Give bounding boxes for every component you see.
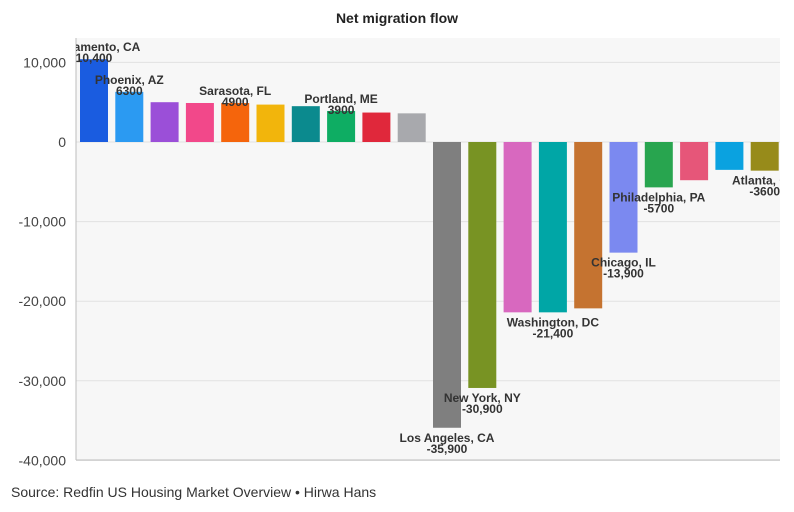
bar xyxy=(185,102,214,142)
value-label: 10,400 xyxy=(76,51,113,65)
y-tick-label: -20,000 xyxy=(19,293,67,309)
category-label: Los Angeles, CA xyxy=(400,431,495,445)
category-label: Phoenix, AZ xyxy=(95,73,164,87)
bar xyxy=(750,142,779,171)
bar xyxy=(715,142,744,170)
value-label: -5700 xyxy=(643,201,674,215)
category-label: Sacramento, CA xyxy=(48,40,141,54)
value-label: -21,400 xyxy=(533,326,574,340)
value-label: -3600 xyxy=(749,185,780,199)
category-label: Philadelphia, PA xyxy=(612,190,705,204)
bar xyxy=(468,142,497,388)
y-tick-label: -40,000 xyxy=(19,452,67,468)
y-tick-label: 10,000 xyxy=(23,54,66,70)
value-label: 4900 xyxy=(222,95,249,109)
bar xyxy=(115,91,144,142)
bar xyxy=(574,142,603,309)
bar xyxy=(609,142,638,253)
value-label: 3900 xyxy=(328,103,355,117)
bar xyxy=(538,142,567,313)
chart-title: Net migration flow xyxy=(335,10,459,26)
bar xyxy=(327,110,356,142)
y-tick-label: -10,000 xyxy=(19,214,67,230)
category-label: Chicago, IL xyxy=(591,256,656,270)
bar xyxy=(644,142,673,188)
bar xyxy=(80,59,108,142)
bar xyxy=(433,142,461,428)
bar xyxy=(680,142,709,181)
value-label: -30,900 xyxy=(462,402,503,416)
bar xyxy=(397,113,426,142)
category-label: New York, NY xyxy=(444,391,521,405)
y-tick-label: -30,000 xyxy=(19,373,67,389)
bar xyxy=(291,106,320,142)
bar xyxy=(503,142,532,313)
category-label: Washington, DC xyxy=(507,315,600,329)
value-label: -13,900 xyxy=(603,267,644,281)
bar xyxy=(221,102,250,142)
value-label: 6300 xyxy=(116,84,143,98)
bar xyxy=(362,112,391,142)
category-label: Portland, ME xyxy=(304,92,377,106)
plot-background xyxy=(76,38,780,460)
category-label: Atlanta, GA xyxy=(732,174,794,188)
bar xyxy=(256,104,285,142)
bar xyxy=(150,102,179,142)
category-label: Sarasota, FL xyxy=(199,84,271,98)
source-note: Source: Redfin US Housing Market Overvie… xyxy=(11,484,377,500)
y-tick-label: 0 xyxy=(58,134,66,150)
value-label: -35,900 xyxy=(427,442,468,456)
